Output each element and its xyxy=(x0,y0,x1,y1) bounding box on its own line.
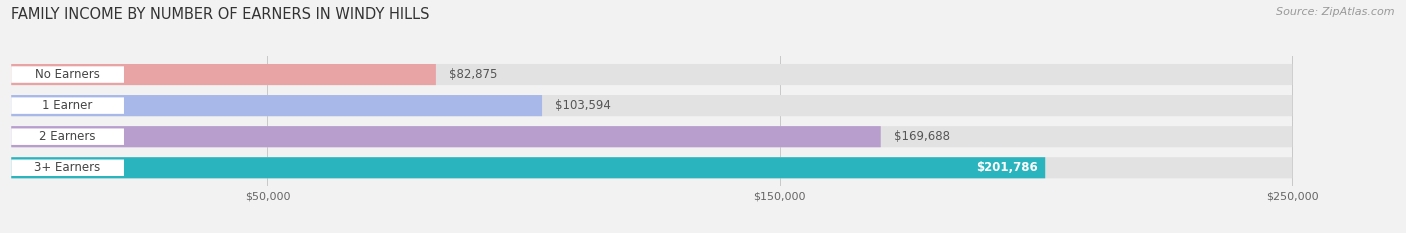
Text: $103,594: $103,594 xyxy=(555,99,610,112)
Text: 1 Earner: 1 Earner xyxy=(42,99,93,112)
Text: FAMILY INCOME BY NUMBER OF EARNERS IN WINDY HILLS: FAMILY INCOME BY NUMBER OF EARNERS IN WI… xyxy=(11,7,430,22)
FancyBboxPatch shape xyxy=(11,128,124,145)
FancyBboxPatch shape xyxy=(11,157,1292,178)
FancyBboxPatch shape xyxy=(11,160,124,176)
Text: $82,875: $82,875 xyxy=(449,68,498,81)
FancyBboxPatch shape xyxy=(11,95,543,116)
Text: 2 Earners: 2 Earners xyxy=(39,130,96,143)
FancyBboxPatch shape xyxy=(11,64,436,85)
FancyBboxPatch shape xyxy=(11,97,124,114)
FancyBboxPatch shape xyxy=(11,64,1292,85)
Text: Source: ZipAtlas.com: Source: ZipAtlas.com xyxy=(1277,7,1395,17)
Text: 3+ Earners: 3+ Earners xyxy=(35,161,101,174)
Text: No Earners: No Earners xyxy=(35,68,100,81)
FancyBboxPatch shape xyxy=(11,157,1045,178)
FancyBboxPatch shape xyxy=(11,66,124,83)
FancyBboxPatch shape xyxy=(11,126,1292,147)
Text: $201,786: $201,786 xyxy=(976,161,1038,174)
FancyBboxPatch shape xyxy=(11,95,1292,116)
Text: $169,688: $169,688 xyxy=(894,130,949,143)
FancyBboxPatch shape xyxy=(11,126,880,147)
